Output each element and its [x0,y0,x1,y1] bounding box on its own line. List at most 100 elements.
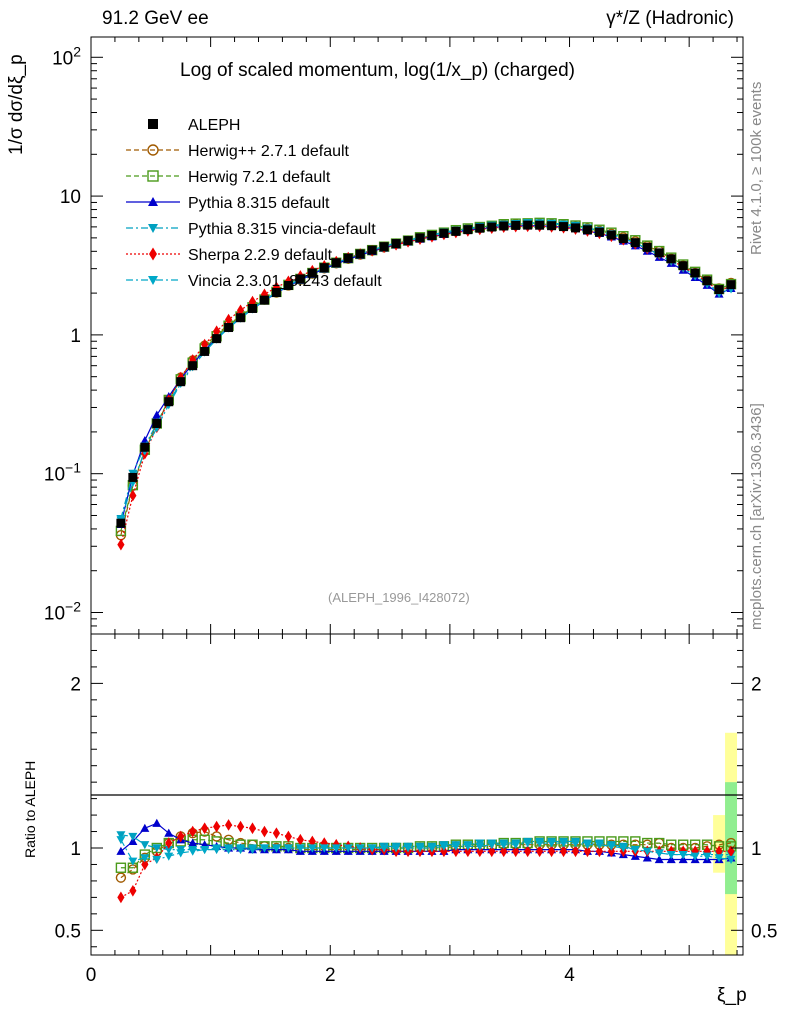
y-axis-label: 1/σ dσ/dξ_p [6,54,27,155]
ratio-point [476,845,484,858]
ratio-point [201,822,209,835]
data-point [355,249,365,259]
ratio-point [595,845,604,858]
data-point [427,231,437,241]
data-point [618,234,628,244]
ratio-point [379,844,389,853]
ratio-series-4 [117,819,735,904]
series-5 [116,219,736,525]
ratio-point [547,845,556,858]
x-tick-label: 0 [86,965,97,986]
x-tick-label: 4 [564,965,575,986]
ratio-point [367,844,377,853]
legend-label: Vincia 2.3.01_8.243 default [188,273,382,290]
ratio-point [594,841,604,850]
x-tick-label: 2 [325,965,336,986]
data-point [690,268,700,278]
ratio-point [248,822,257,835]
data-point [236,313,246,323]
ratio-point [524,845,532,858]
ratio-point [536,845,544,858]
chart-title: Log of scaled momentum, log(1/x_p) (char… [180,60,575,81]
series-3 [116,219,736,524]
data-point [582,225,592,235]
data-point [487,222,497,232]
data-point [176,377,186,387]
ratio-point [512,845,520,858]
ratio-point [511,841,521,850]
ratio-point [152,844,162,853]
ratio-point [319,844,329,853]
ratio-point [559,839,569,848]
ratio-point [140,841,150,850]
series-line [120,222,732,521]
ratio-point [224,844,234,853]
ratio-point [213,820,221,833]
legend-marker [148,276,158,285]
ratio-point [116,831,126,840]
ratio-point [606,842,616,851]
legend-marker [148,224,158,233]
ratio-band-side [713,815,726,873]
ratio-line [120,824,732,898]
data-point [224,323,234,333]
ratio-point [571,845,580,858]
ratio-point [271,844,281,853]
analysis-id: (ALEPH_1996_I428072) [328,590,470,605]
ratio-point [152,855,162,865]
ratio-point [284,830,292,843]
ratio-frame [90,633,744,956]
ratio-point [559,845,568,858]
data-point [343,253,353,263]
ratio-line [120,839,732,869]
data-point [523,220,533,230]
ratio-line [120,822,732,861]
ratio-point [715,845,723,858]
ratio-point [427,844,437,853]
legend-marker [147,144,159,156]
data-point [188,361,198,371]
legend-label: Herwig++ 2.7.1 default [188,143,350,160]
ratio-point [642,853,652,862]
ratio-point [499,841,509,850]
data-point [714,285,724,295]
ratio-point [320,837,328,849]
ratio-point [212,844,222,853]
legend-entry: Herwig++ 2.7.1 default [126,143,350,160]
ratio-point [678,850,688,860]
ratio-point [152,818,162,827]
legend-entry: ALEPH [148,117,240,134]
data-point [594,227,604,237]
ratio-point [618,844,628,853]
data-point [511,220,521,230]
data-point [319,263,329,273]
ratio-point [128,832,138,841]
ratio-tick-label-right: 1 [751,839,762,860]
ratio-tick-label: 2 [70,674,81,695]
data-point [391,239,401,249]
ratio-point [260,825,269,838]
data-point [535,220,545,230]
ratio-axis-label: Ratio to ALEPH [22,760,38,858]
y-tick-label: 102 [52,43,81,69]
axes-layer: 0 2 4 10−2 10−1 1 10 102 0.5 0.5 1 1 2 2 [44,36,777,986]
ratio-line [120,834,732,856]
main-series-layer [115,217,737,551]
ratio-point [571,839,581,848]
series-1 [115,217,737,537]
ratio-point [464,845,472,858]
ratio-tick-label: 0.5 [55,921,81,942]
data-point [415,233,425,243]
energy-label: 91.2 GeV ee [102,8,209,29]
data-point [283,280,293,290]
ratio-point [188,847,198,856]
ratio-point [200,846,210,855]
legend-entry: Vincia 2.3.01_8.243 default [126,273,382,290]
ratio-series-1 [115,834,737,873]
ratio-series-layer [115,818,737,904]
legend-label: ALEPH [188,117,240,134]
ratio-point [487,841,497,850]
y-tick-label: 1 [70,326,81,347]
data-point [559,222,569,232]
ratio-point [308,835,316,848]
